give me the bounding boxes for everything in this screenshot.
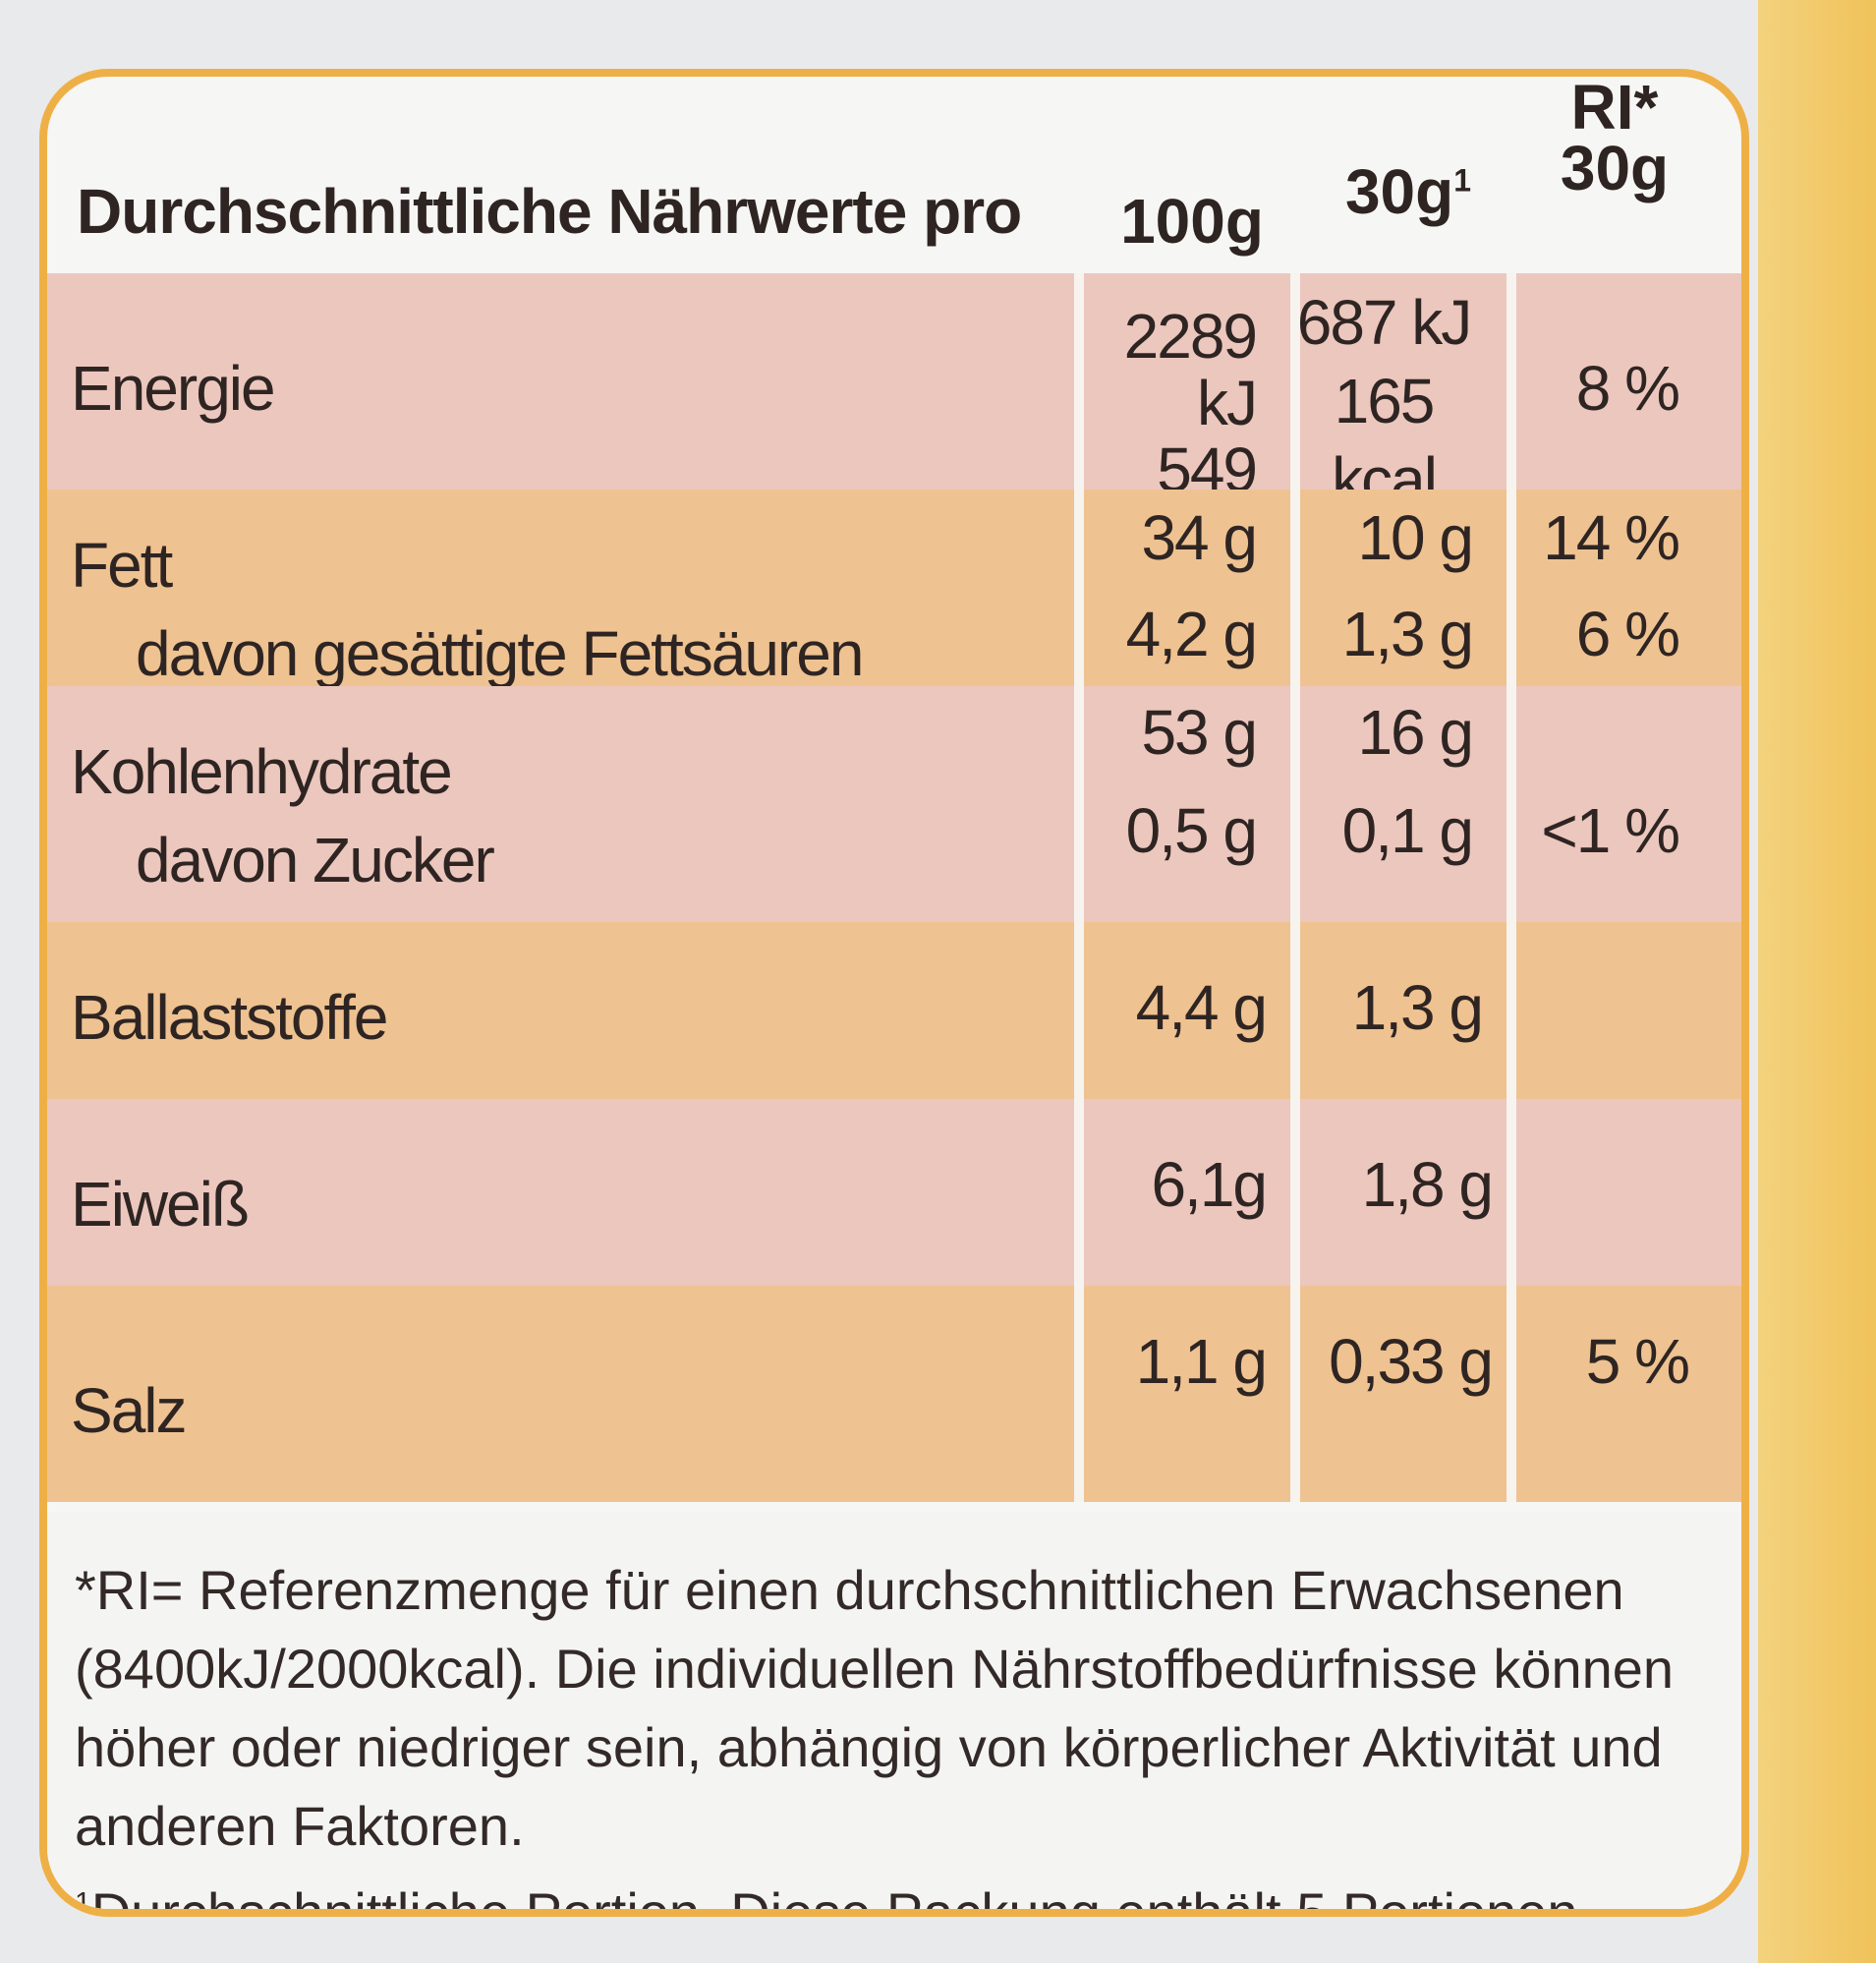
table-row-fett: Fett davon gesättigte Fettsäuren 34 g 4,… [47,490,1741,689]
header-title: Durchschnittliche Nährwerte pro [77,176,1022,247]
ri-footnote: *RI= Referenzmenge für einen durchschnit… [75,1559,1675,1857]
value-30g: 1,8 g [1361,1149,1494,1220]
nutrition-label: Durchschnittliche Nährwerte pro 100g 30g… [39,69,1749,1917]
table-row-salz: Salz 1,1 g 0,33 g 5 % [47,1286,1741,1502]
value-100g-sub: 0,5 g [1125,795,1258,866]
value-30g-sub: 1,3 g [1341,599,1474,669]
row-label: Ballaststoffe [71,982,388,1053]
row-label: Kohlenhydrate [71,736,453,807]
header-col-100g: 100g [1120,186,1264,257]
value-ri: 5 % [1585,1326,1690,1397]
value-100g: 34 g [1141,502,1258,573]
value-100g: 6,1g [1151,1149,1268,1220]
column-divider-30g [1290,273,1300,1502]
table-row-eiweiss: Eiweiß 6,1g 1,8 g [47,1099,1741,1286]
table-row-ballaststoffe: Ballaststoffe 4,4 g 1,3 g [47,922,1741,1099]
table-row-kohlenhydrate: Kohlenhydrate davon Zucker 53 g 0,5 g 16… [47,686,1741,922]
value-ri-sub: 6 % [1575,599,1680,669]
row-label: Fett [71,530,173,601]
table-header: Durchschnittliche Nährwerte pro 100g 30g… [47,77,1741,273]
value-100g-sub: 4,2 g [1125,599,1258,669]
row-label: Salz [71,1375,187,1446]
value-30g: 687 kJ 165 kcal [1296,287,1473,515]
value-ri: 8 % [1575,353,1680,424]
row-label: Eiweiß [71,1169,250,1240]
row-label-sub: davon gesättigte Fettsäuren [136,618,864,689]
value-30g: 1,3 g [1351,972,1484,1043]
value-30g: 10 g [1357,502,1474,573]
value-100g: 1,1 g [1135,1326,1268,1397]
portion-footnote: 1Durchschnittliche Portion. Diese Packun… [75,1881,1594,1917]
column-divider-100g [1074,273,1084,1502]
value-30g-sub: 0,1 g [1341,795,1474,866]
row-label: Energie [71,353,276,424]
footnotes: *RI= Referenzmenge für einen durchschnit… [47,1512,1741,1917]
package-background [1758,0,1876,1963]
value-ri: 14 % [1543,502,1680,573]
header-col-ri: RI* 30g [1560,72,1670,203]
value-100g: 4,4 g [1135,972,1268,1043]
value-100g: 53 g [1141,697,1258,768]
value-30g: 0,33 g [1329,1326,1494,1397]
value-ri-sub: <1 % [1541,795,1680,866]
column-divider-ri [1506,273,1516,1502]
header-col-30g: 30g1 [1344,156,1472,227]
value-30g: 16 g [1357,697,1474,768]
row-label-sub: davon Zucker [136,825,495,895]
